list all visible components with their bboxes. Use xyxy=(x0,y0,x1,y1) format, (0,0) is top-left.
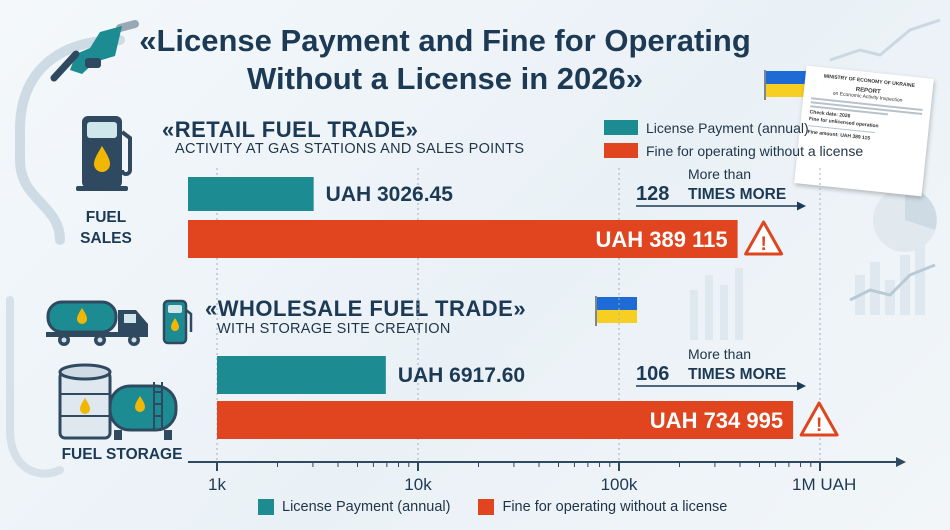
ratio-prefix-0: More than xyxy=(688,166,751,182)
fine-value-label-0: UAH 389 115 xyxy=(596,227,728,252)
legend-bottom-item-fine: Fine for operating without a license xyxy=(478,499,727,515)
retail-icon-label: FUEL SALES xyxy=(66,207,146,249)
legend-swatch-license xyxy=(604,120,638,135)
license-bar-1 xyxy=(217,356,386,394)
fuel-pump-icon xyxy=(76,116,132,191)
retail-section-subtitle: ACTIVITY AT GAS STATIONS AND SALES POINT… xyxy=(175,141,525,157)
retail-section-title: «RETAIL FUEL TRADE» xyxy=(162,117,419,142)
legend-bottom-label-license: License Payment (annual) xyxy=(282,499,451,515)
legend-item-license: License Payment (annual) xyxy=(604,116,863,139)
fuel-truck-icon xyxy=(46,300,148,346)
wholesale-section-title: «WHOLESALE FUEL TRADE» xyxy=(205,296,527,321)
tick-label-0: 1k xyxy=(208,475,226,494)
retail-icon-label-line2: SALES xyxy=(80,230,132,247)
ukraine-flag-icon xyxy=(595,296,637,326)
svg-text:!: ! xyxy=(816,415,822,436)
ratio-value-1: 106 xyxy=(636,363,669,385)
x-axis-arrow xyxy=(896,457,906,467)
ratio-suffix-0: TIMES MORE xyxy=(688,186,786,203)
legend-label-license: License Payment (annual) xyxy=(646,119,809,136)
legend-bottom-item-license: License Payment (annual) xyxy=(258,499,450,515)
tick-label-3: 1M UAH xyxy=(792,475,856,494)
ratio-suffix-1: TIMES MORE xyxy=(688,366,786,383)
legend-item-fine: Fine for operating without a license xyxy=(604,139,863,162)
fine-bar-1 xyxy=(217,401,794,439)
legend-bottom-swatch-license xyxy=(258,499,274,515)
license-bar-0 xyxy=(188,177,314,211)
ratio-value-0: 128 xyxy=(636,183,669,205)
retail-icon-label-line1: FUEL xyxy=(85,209,127,226)
page-title: «License Payment and Fine for Operating … xyxy=(139,23,751,96)
legend-top: License Payment (annual) Fine for operat… xyxy=(604,116,863,162)
legend-bottom: License Payment (annual) Fine for operat… xyxy=(258,499,755,515)
warning-icon: ! xyxy=(799,401,839,437)
fuel-nozzle-icon xyxy=(50,20,139,82)
legend-label-fine: Fine for operating without a license xyxy=(646,142,864,159)
legend-bottom-swatch-fine xyxy=(478,499,495,515)
storage-tank-icon xyxy=(58,363,178,440)
legend-bottom-label-fine: Fine for operating without a license xyxy=(502,499,728,515)
ratio-arrow-head-0 xyxy=(797,201,806,211)
license-value-label-1: UAH 6917.60 xyxy=(398,364,525,387)
wholesale-section-subtitle: WITH STORAGE SITE CREATION xyxy=(217,321,451,337)
fine-bar-0 xyxy=(188,220,738,258)
ukraine-flag-icon xyxy=(764,70,806,100)
svg-text:!: ! xyxy=(760,234,766,255)
tick-label-2: 100k xyxy=(601,475,638,494)
wholesale-icon-label: FUEL STORAGE xyxy=(61,446,183,463)
ratio-arrow-head-1 xyxy=(797,381,806,391)
license-value-label-0: UAH 3026.45 xyxy=(326,183,454,206)
tick-label-1: 10k xyxy=(404,475,432,494)
ratio-prefix-1: More than xyxy=(688,346,751,362)
fine-value-label-1: UAH 734 995 xyxy=(650,408,783,433)
legend-swatch-fine xyxy=(604,143,638,158)
fuel-pump-icon xyxy=(162,299,193,345)
warning-icon: ! xyxy=(744,220,784,256)
